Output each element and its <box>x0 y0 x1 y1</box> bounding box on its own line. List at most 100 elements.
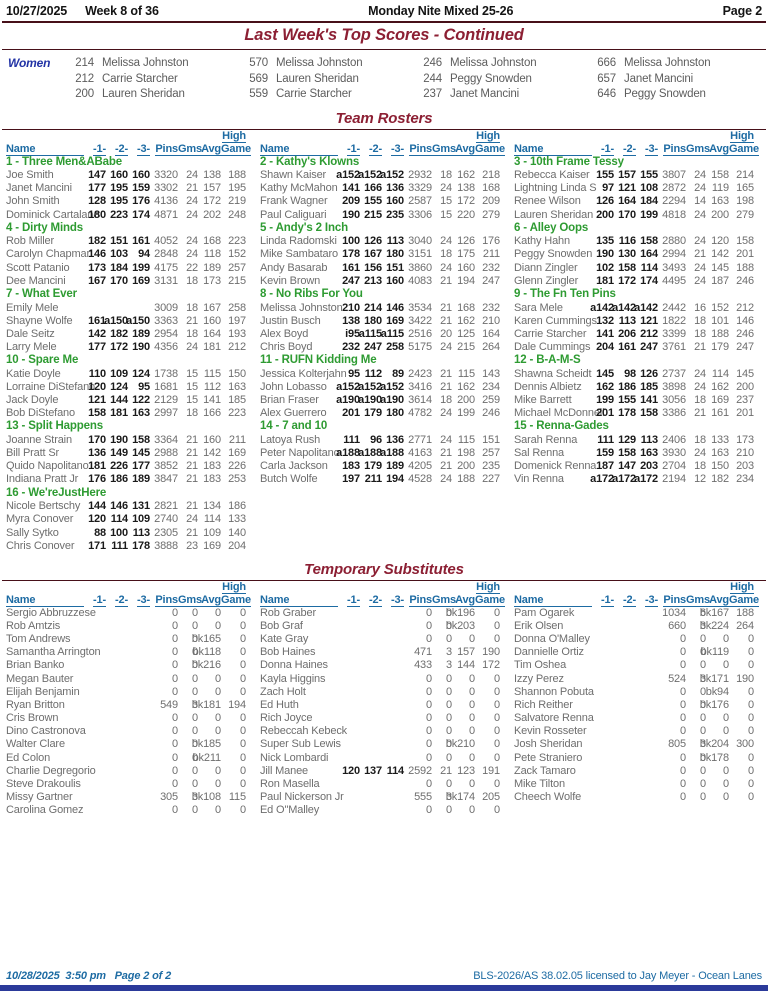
games-count: 21 <box>186 433 198 446</box>
player-name: Myra Conover <box>6 513 74 526</box>
games-count: 21 <box>186 526 198 539</box>
roster-player-row: Joanne Strain 170 190 158 3364 21 160 21… <box>6 434 250 447</box>
header-row: Name -1- -2- -3- Pins Gms Avg Game <box>260 594 505 607</box>
game-2-score <box>360 778 382 791</box>
game-3-score <box>382 712 404 725</box>
games-count: 0 <box>446 633 452 646</box>
roster-player-row: Sara Mele a142 a142 a142 2442 16 152 212 <box>514 302 758 315</box>
total-pins: 0 <box>172 804 178 817</box>
total-pins: 0 <box>426 712 432 725</box>
top-score-bowler-name: Carrie Starcher <box>276 88 352 100</box>
games-count: 24 <box>694 380 706 393</box>
game-1-score: 141 <box>596 327 614 340</box>
roster-player-row: John Smith 128 195 176 4136 24 172 219 <box>6 195 250 208</box>
high-game: 201 <box>736 248 754 261</box>
game-3-score: 141 <box>640 394 658 407</box>
high-game: 165 <box>736 182 754 195</box>
top-score-entry: 657 Janet Mancini <box>590 72 764 88</box>
game-2-score <box>360 804 382 817</box>
games-count: 24 <box>694 182 706 195</box>
average: 0 <box>215 764 221 777</box>
high-game: 248 <box>228 208 246 221</box>
player-name: Alex Boyd <box>260 327 309 340</box>
player-name: Lauren Sheridan <box>514 208 594 221</box>
game-2-score: 129 <box>618 433 636 446</box>
high-game: 133 <box>228 513 246 526</box>
top-score-entry: 214 Melissa Johnston <box>68 56 242 72</box>
game-1-score <box>84 659 106 672</box>
roster-player-row: Janet Mancini 177 195 159 3302 21 157 19… <box>6 182 250 195</box>
bls-report-page: 10/27/2025 Week 8 of 36 Monday Nite Mixe… <box>0 4 768 991</box>
games-count: 24 <box>186 513 198 526</box>
game-3-score <box>382 607 404 620</box>
roster-player-row: Mike Barrett 199 155 141 3056 18 169 237 <box>514 394 758 407</box>
game-1-score <box>592 778 614 791</box>
high-game: 210 <box>482 314 500 327</box>
substitute-name: Rich Reither <box>514 698 573 711</box>
average: 0 <box>469 751 475 764</box>
total-pins: 3493 <box>662 261 686 274</box>
header-row: Name -1- -2- -3- Pins Gms Avg Game <box>260 143 505 156</box>
game-3-score: 164 <box>640 248 658 261</box>
average: 120 <box>711 235 729 248</box>
game-3-score <box>128 804 150 817</box>
game-2-score <box>360 659 382 672</box>
game-3-score <box>128 646 150 659</box>
high-game: 198 <box>736 195 754 208</box>
game-3-score <box>128 686 150 699</box>
game-1-score: 209 <box>342 195 360 208</box>
game-1-score <box>84 738 106 751</box>
games-count: 0 <box>700 764 706 777</box>
game-1-score <box>338 659 360 672</box>
total-pins: 3534 <box>408 301 432 314</box>
total-pins: 4175 <box>154 261 178 274</box>
games-count: 24 <box>186 208 198 221</box>
roster-column-headers: High Name -1- -2- -3- Pins Gms Avg Game <box>260 130 505 156</box>
player-name: Michael McDonnell <box>514 407 605 420</box>
player-name: Sara Mele <box>514 301 563 314</box>
substitute-row: Rob Amtzis 0 0 0 0 <box>6 620 250 633</box>
substitute-name: Donna O'Malley <box>514 633 590 646</box>
game-1-score <box>338 673 360 686</box>
high-game: 0 <box>748 777 754 790</box>
game-3-score <box>636 712 658 725</box>
roster-player-row: Melissa Johnston 210 214 146 3534 21 168… <box>260 302 504 315</box>
average: 162 <box>457 314 475 327</box>
high-game: 247 <box>736 341 754 353</box>
game-3-score: 155 <box>640 169 658 182</box>
roster-player-row: Indiana Pratt Jr 176 186 189 3847 21 183… <box>6 473 250 486</box>
games-count: 24 <box>694 367 706 380</box>
roster-column: High Name -1- -2- -3- Pins Gms Avg Game <box>514 130 759 553</box>
game-1-score: 176 <box>88 473 106 486</box>
player-name: Andy Basarab <box>260 261 328 274</box>
game-2-score: a150 <box>104 314 128 327</box>
team-block: 15 - Renna-Gades Sarah Renna 111 129 113… <box>514 420 758 486</box>
game-1-score <box>592 646 614 659</box>
game-2-score: 155 <box>364 195 382 208</box>
game-2-score <box>360 673 382 686</box>
game-3-score: 95 <box>138 380 150 393</box>
substitute-name: Rob Amtzis <box>6 619 61 632</box>
game-1-score: 232 <box>342 341 360 353</box>
average: bk174 <box>445 791 475 803</box>
games-count: 24 <box>694 274 706 287</box>
total-pins: 0 <box>680 725 686 738</box>
game-3-score: a188 <box>380 447 404 460</box>
total-pins: 4782 <box>408 407 432 420</box>
game-3-score <box>128 712 150 725</box>
player-name: Mike Barrett <box>514 394 572 407</box>
game-1-score: a152 <box>336 169 360 182</box>
player-name: Dale Cummings <box>514 341 591 353</box>
total-pins: 2442 <box>662 301 686 314</box>
high-game: 223 <box>228 407 246 420</box>
game-1-score <box>592 738 614 751</box>
high-game: 168 <box>482 182 500 195</box>
games-count: 3 <box>192 698 198 711</box>
high-game: 150 <box>228 367 246 380</box>
game-1-score <box>338 699 360 712</box>
game-3-score <box>128 778 150 791</box>
roster-player-row: Dominick Cartalano 180 223 174 4871 24 2… <box>6 209 250 222</box>
games-count: 0 <box>700 751 706 764</box>
game-3-score <box>382 778 404 791</box>
game-3-score <box>128 725 150 738</box>
